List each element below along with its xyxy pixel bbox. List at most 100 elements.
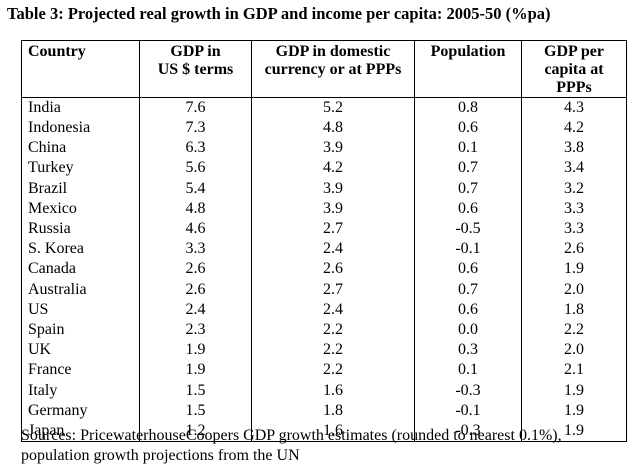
cell-country: China (21, 138, 140, 159)
header-gdp-domestic: GDP in domestic currency or at PPPs (251, 40, 415, 98)
table-row: Australia 2.6 2.7 0.7 2.0 (21, 279, 627, 300)
table-row: Russia 4.6 2.7 -0.5 3.3 (21, 218, 627, 240)
cell-gdp-per-capita: 2.2 (521, 319, 627, 341)
header-gdp-usd: GDP in US $ terms (139, 40, 252, 98)
cell-gdp-domestic: 3.9 (251, 138, 415, 159)
cell-gdp-per-capita: 3.3 (521, 198, 627, 219)
cell-gdp-usd: 2.3 (139, 319, 252, 341)
table-row: China 6.3 3.9 0.1 3.8 (21, 138, 627, 159)
cell-gdp-usd: 2.6 (139, 259, 252, 280)
cell-population: 0.6 (414, 259, 522, 280)
cell-country: Australia (21, 279, 140, 300)
cell-gdp-usd: 1.5 (139, 380, 252, 401)
table-row: France 1.9 2.2 0.1 2.1 (21, 360, 627, 381)
cell-population: 0.1 (414, 360, 522, 381)
cell-gdp-domestic: 5.2 (251, 97, 415, 118)
cell-gdp-domestic: 4.8 (251, 118, 415, 139)
cell-gdp-per-capita: 1.9 (521, 259, 627, 280)
cell-population: 0.6 (414, 299, 522, 320)
cell-gdp-domestic: 2.4 (251, 239, 415, 260)
table-row: Germany 1.5 1.8 -0.1 1.9 (21, 400, 627, 421)
table-row: S. Korea 3.3 2.4 -0.1 2.6 (21, 239, 627, 260)
cell-population: 0.6 (414, 118, 522, 139)
cell-population: 0.7 (414, 178, 522, 199)
table-row: Japan 1.2 1.6 -0.3 1.9 (21, 420, 627, 442)
cell-population: 0.6 (414, 198, 522, 219)
cell-gdp-per-capita: 3.3 (521, 218, 627, 240)
cell-gdp-domestic: 1.6 (251, 420, 415, 442)
table-row: Brazil 5.4 3.9 0.7 3.2 (21, 178, 627, 199)
cell-gdp-per-capita: 1.9 (521, 380, 627, 401)
cell-gdp-domestic: 2.4 (251, 299, 415, 320)
cell-gdp-per-capita: 3.4 (521, 158, 627, 179)
cell-country: Mexico (21, 198, 140, 219)
cell-gdp-domestic: 3.9 (251, 198, 415, 219)
table-row: Mexico 4.8 3.9 0.6 3.3 (21, 198, 627, 219)
cell-gdp-usd: 7.6 (139, 97, 252, 118)
cell-gdp-per-capita: 1.9 (521, 420, 627, 442)
cell-gdp-per-capita: 2.0 (521, 279, 627, 300)
cell-population: -0.3 (414, 380, 522, 401)
table-row: Spain 2.3 2.2 0.0 2.2 (21, 319, 627, 341)
cell-gdp-domestic: 2.2 (251, 319, 415, 341)
cell-gdp-domestic: 4.2 (251, 158, 415, 179)
cell-country: France (21, 360, 140, 381)
cell-country: Italy (21, 380, 140, 401)
cell-gdp-usd: 1.9 (139, 340, 252, 361)
cell-gdp-usd: 5.6 (139, 158, 252, 179)
cell-gdp-usd: 2.6 (139, 279, 252, 300)
header-row: Country GDP in US $ terms GDP in domestic… (21, 40, 627, 98)
cell-gdp-domestic: 2.7 (251, 279, 415, 300)
cell-gdp-domestic: 2.2 (251, 340, 415, 361)
cell-gdp-usd: 5.4 (139, 178, 252, 199)
cell-population: -0.1 (414, 400, 522, 421)
header-country: Country (21, 40, 140, 98)
cell-population: 0.0 (414, 319, 522, 341)
cell-gdp-per-capita: 2.0 (521, 340, 627, 361)
cell-country: Germany (21, 400, 140, 421)
table-title: Table 3: Projected real growth in GDP an… (7, 4, 551, 23)
cell-gdp-usd: 1.5 (139, 400, 252, 421)
cell-population: -0.1 (414, 239, 522, 260)
table-row: India 7.6 5.2 0.8 4.3 (21, 97, 627, 118)
cell-population: -0.5 (414, 218, 522, 240)
cell-gdp-domestic: 2.2 (251, 360, 415, 381)
source-note: Sources: PricewaterhouseCoopers GDP grow… (21, 427, 562, 464)
cell-gdp-per-capita: 2.6 (521, 239, 627, 260)
cell-country: Japan (21, 420, 140, 442)
cell-gdp-per-capita: 3.2 (521, 178, 627, 199)
cell-country: India (21, 97, 140, 118)
table-row: Indonesia 7.3 4.8 0.6 4.2 (21, 118, 627, 139)
cell-country: Russia (21, 218, 140, 240)
cell-gdp-per-capita: 3.8 (521, 138, 627, 159)
cell-population: 0.1 (414, 138, 522, 159)
cell-gdp-domestic: 2.7 (251, 218, 415, 240)
cell-gdp-per-capita: 4.2 (521, 118, 627, 139)
table-row: Italy 1.5 1.6 -0.3 1.9 (21, 380, 627, 401)
cell-country: Turkey (21, 158, 140, 179)
cell-country: Canada (21, 259, 140, 280)
gdp-growth-table: Country GDP in US $ terms GDP in domestic… (21, 40, 627, 442)
cell-gdp-domestic: 1.8 (251, 400, 415, 421)
cell-gdp-usd: 3.3 (139, 239, 252, 260)
cell-country: UK (21, 340, 140, 361)
cell-gdp-domestic: 1.6 (251, 380, 415, 401)
cell-gdp-domestic: 2.6 (251, 259, 415, 280)
header-population: Population (414, 40, 522, 98)
cell-gdp-usd: 6.3 (139, 138, 252, 159)
cell-gdp-usd: 1.9 (139, 360, 252, 381)
cell-population: 0.8 (414, 97, 522, 118)
cell-gdp-domestic: 3.9 (251, 178, 415, 199)
cell-gdp-usd: 2.4 (139, 299, 252, 320)
table-row: US 2.4 2.4 0.6 1.8 (21, 299, 627, 320)
cell-gdp-per-capita: 1.8 (521, 299, 627, 320)
cell-gdp-usd: 4.8 (139, 198, 252, 219)
cell-country: Indonesia (21, 118, 140, 139)
cell-population: -0.3 (414, 420, 522, 442)
header-gdp-per-capita: GDP per capita at PPPs (521, 40, 627, 98)
cell-gdp-usd: 4.6 (139, 218, 252, 240)
table-row: Canada 2.6 2.6 0.6 1.9 (21, 259, 627, 280)
cell-country: US (21, 299, 140, 320)
cell-country: S. Korea (21, 239, 140, 260)
